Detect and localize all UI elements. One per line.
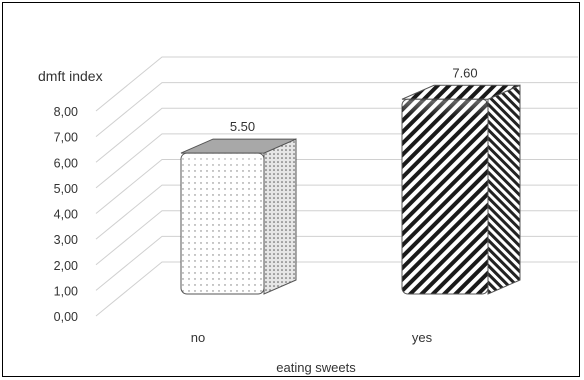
y-axis-label: dmft index	[38, 68, 103, 84]
x-tick-label: yes	[412, 330, 433, 345]
bar-side-face	[263, 138, 297, 295]
y-axis-ticks: 0,00 1,00 2,00 3,00 4,00 5,00 6,00 7,00 8,00	[54, 105, 78, 324]
bar-front-face	[180, 152, 265, 295]
y-tick-label: 1,00	[54, 284, 78, 298]
y-tick-label: 5,00	[54, 182, 78, 196]
y-tick-label: 7,00	[54, 131, 78, 145]
gridline	[95, 82, 578, 138]
y-tick-label: 6,00	[54, 156, 78, 170]
y-tick-label: 2,00	[54, 259, 78, 273]
bar-no: 5.50	[180, 119, 297, 295]
x-tick-label: no	[191, 330, 205, 345]
bars: 5.50 7.60	[180, 65, 521, 295]
bar-front-face	[401, 98, 489, 295]
data-label: 5.50	[230, 119, 255, 134]
bar-yes: 7.60	[401, 65, 521, 295]
data-label: 7.60	[452, 65, 477, 80]
y-tick-label: 4,00	[54, 208, 78, 222]
x-axis-ticks: no yes	[191, 330, 433, 345]
x-axis-label: eating sweets	[276, 360, 356, 375]
y-tick-label: 3,00	[54, 233, 78, 247]
gridline	[95, 56, 578, 112]
bar-side-face	[487, 84, 521, 295]
y-tick-label: 0,00	[54, 310, 78, 324]
y-tick-label: 8,00	[54, 105, 78, 119]
